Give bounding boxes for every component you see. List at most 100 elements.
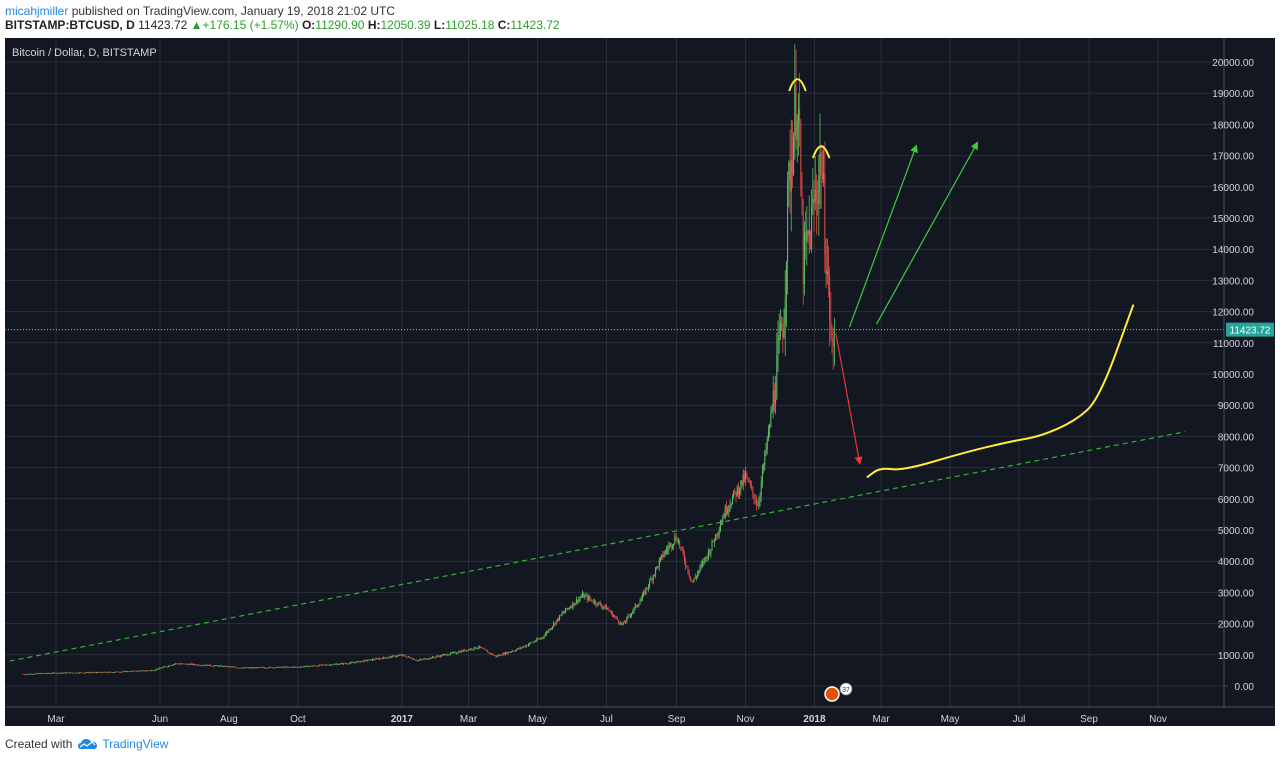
candle-body — [616, 617, 618, 620]
x-tick-label: Mar — [460, 714, 478, 725]
candle-body — [362, 660, 364, 662]
x-axis[interactable]: Mar Jun Aug Oct 2017 Mar May Jul Sep Nov 2018 Mar Ma… — [47, 714, 1167, 725]
candle-body — [695, 576, 697, 578]
candle-body — [709, 550, 711, 555]
x-tick-label: Sep — [1080, 714, 1098, 725]
candle-body — [482, 647, 484, 649]
candle-body — [183, 663, 185, 665]
candle-body — [335, 663, 337, 665]
candle-body — [80, 672, 82, 674]
candle-body — [791, 160, 793, 175]
candle-body — [399, 654, 401, 656]
candle-body — [448, 654, 450, 656]
candle-body — [229, 666, 231, 668]
candle-body — [596, 604, 598, 606]
y-tick-label: 3000.00 — [1218, 588, 1255, 599]
candle-body — [455, 653, 457, 654]
candle-body — [223, 665, 225, 667]
candle-body — [340, 663, 342, 665]
candle-body — [351, 662, 353, 664]
candle-body — [673, 543, 675, 546]
x-tick-label: Jul — [600, 714, 613, 725]
candle-body — [436, 655, 438, 657]
candle-body — [104, 671, 106, 673]
candle-body — [775, 399, 777, 405]
candle-body — [206, 664, 208, 666]
candle-body — [595, 600, 597, 605]
candle-body — [496, 655, 498, 657]
candle-body — [628, 615, 630, 617]
candle-body — [664, 550, 666, 555]
y-axis[interactable]: 20000.00 19000.00 18000.00 17000.00 16000.00… — [1212, 58, 1254, 693]
candle-body — [218, 665, 220, 667]
tradingview-brand: TradingView — [102, 737, 169, 751]
candle-body — [427, 659, 429, 660]
candle-body — [193, 663, 195, 665]
candle-body — [115, 671, 117, 673]
candle-body — [209, 664, 211, 666]
candle-body — [38, 673, 40, 675]
candle-body — [634, 605, 636, 608]
candle-body — [825, 255, 827, 275]
candle-body — [635, 605, 637, 607]
tradingview-link[interactable]: TradingView — [78, 737, 168, 751]
candle-body — [659, 557, 661, 561]
candle-body — [287, 666, 289, 668]
candle-body — [338, 664, 340, 666]
candle-body — [265, 667, 267, 669]
candle-body — [561, 613, 563, 615]
candle-body — [88, 672, 90, 674]
candle-body — [451, 652, 453, 654]
candle-body — [291, 667, 293, 668]
candle-body — [646, 587, 648, 589]
candle-body — [353, 662, 355, 664]
candle-body — [175, 663, 177, 665]
price-chart[interactable]: 20000.00 19000.00 18000.00 17000.00 16000.00… — [0, 0, 1280, 730]
candle-body — [601, 605, 603, 608]
candle-body — [343, 663, 345, 665]
y-tick-label: 11000.00 — [1213, 339, 1254, 350]
current-price-tag: 11423.72 — [1226, 322, 1274, 337]
candle-body — [728, 506, 730, 511]
candle-body — [307, 665, 309, 667]
candle-body — [686, 566, 688, 567]
candle-body — [181, 663, 183, 665]
candle-body — [527, 644, 529, 646]
y-tick-label: 15000.00 — [1212, 214, 1254, 225]
candle-body — [658, 560, 660, 568]
candle-body — [83, 672, 85, 674]
candle-body — [457, 652, 459, 654]
candle-body — [329, 664, 331, 666]
candle-body — [717, 532, 719, 536]
author-link[interactable]: micahjmiller — [5, 4, 69, 18]
candle-body — [68, 672, 70, 674]
candle-body — [383, 657, 385, 659]
candle-body — [725, 506, 727, 513]
candle-body — [81, 672, 83, 674]
events-badge[interactable]: 37 — [824, 682, 853, 702]
candle-body — [285, 666, 287, 668]
candle-body — [406, 656, 408, 658]
candle-body — [560, 614, 562, 616]
candle-body — [189, 664, 191, 665]
candle-body — [548, 629, 550, 632]
candle-body — [315, 665, 317, 667]
candle-body — [89, 672, 91, 674]
candle-body — [663, 554, 665, 557]
candle-body — [465, 650, 467, 652]
candle-body — [832, 337, 834, 346]
candle-body — [469, 649, 471, 651]
candle-body — [317, 665, 319, 667]
candle-body — [790, 160, 792, 192]
candle-body — [671, 545, 673, 548]
candle-body — [761, 469, 763, 482]
candle-body — [232, 666, 234, 668]
candle-body — [117, 671, 119, 673]
candle-body — [503, 653, 505, 655]
candle-body — [239, 667, 241, 669]
candle-body — [833, 344, 835, 346]
candle-body — [231, 666, 233, 668]
candle-body — [471, 648, 473, 650]
candle-body — [563, 611, 565, 613]
candle-body — [393, 655, 395, 657]
